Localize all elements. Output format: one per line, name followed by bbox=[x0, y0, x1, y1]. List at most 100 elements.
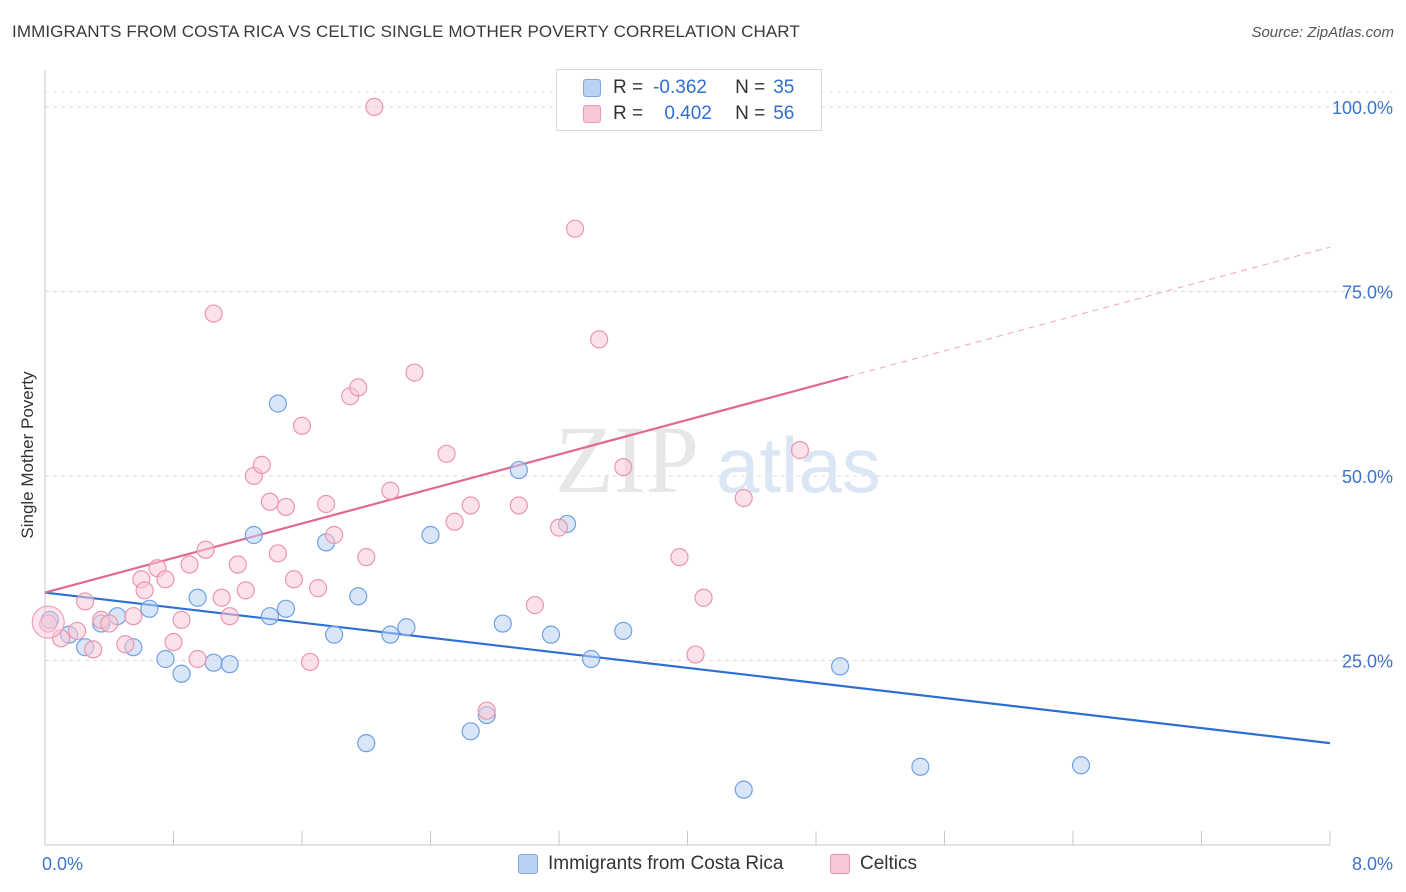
costa-rica-point bbox=[220, 655, 239, 674]
r-label: R = bbox=[613, 77, 644, 98]
axes bbox=[44, 70, 1331, 846]
celtics-point bbox=[349, 378, 368, 397]
celtics-point bbox=[39, 614, 58, 633]
legend-swatch-pink bbox=[583, 105, 601, 123]
correlation-legend: R = -0.362 N = 35 R = 0.402 N = 56 bbox=[556, 69, 822, 131]
gridlines bbox=[45, 91, 1395, 661]
celtics-point bbox=[694, 588, 713, 607]
celtics-point bbox=[590, 330, 609, 349]
celtics-point bbox=[477, 701, 496, 720]
celtics-point bbox=[357, 548, 376, 567]
celtics-point bbox=[292, 416, 312, 435]
n-label: N = bbox=[735, 77, 766, 98]
celtics-point bbox=[461, 496, 480, 515]
x-tick-label: 0.0% bbox=[42, 854, 83, 874]
celtics-point bbox=[68, 621, 87, 641]
costa-rica-point bbox=[140, 599, 159, 618]
celtics-point bbox=[196, 540, 215, 559]
costa-rica-point bbox=[421, 525, 440, 545]
y-tick-label: 25.0% bbox=[1342, 651, 1393, 671]
costa-rica-point bbox=[357, 734, 376, 753]
series-legend-celtics[interactable]: Celtics bbox=[830, 852, 917, 876]
costa-rica-point bbox=[172, 664, 191, 683]
celtics-point bbox=[509, 496, 528, 515]
chart-title: IMMIGRANTS FROM COSTA RICA VS CELTIC SIN… bbox=[12, 22, 800, 41]
costa-rica-point bbox=[276, 599, 296, 618]
n-label: N = bbox=[735, 103, 766, 124]
x-tick-label: 8.0% bbox=[1352, 854, 1393, 874]
costa-rica-trend bbox=[44, 591, 1331, 745]
celtics-point bbox=[188, 649, 207, 669]
y-tick-label: 100.0% bbox=[1332, 98, 1393, 118]
y-tick-label: 50.0% bbox=[1342, 467, 1393, 487]
costa-rica-point bbox=[325, 625, 344, 644]
celtics-point bbox=[308, 579, 328, 598]
costa-rica-point bbox=[911, 757, 930, 776]
r-value: -0.362 bbox=[653, 77, 707, 98]
celtics-point bbox=[381, 481, 400, 500]
celtics-point bbox=[172, 610, 191, 629]
celtics-point bbox=[686, 645, 705, 664]
series-legend-costa-rica[interactable]: Immigrants from Costa Rica bbox=[518, 852, 783, 876]
celtics-point bbox=[124, 607, 143, 626]
celtics-point bbox=[405, 363, 424, 382]
celtics-point bbox=[284, 570, 304, 589]
costa-rica-point bbox=[397, 618, 416, 637]
celtics-point bbox=[116, 635, 135, 654]
legend-row-costa-rica: R = -0.362 N = 35 bbox=[583, 76, 794, 100]
y-tick-label: 75.0% bbox=[1342, 282, 1393, 302]
trend-lines bbox=[44, 246, 1331, 745]
costa-rica-point bbox=[349, 587, 368, 606]
celtics-point bbox=[51, 629, 71, 648]
celtics-trend bbox=[44, 375, 849, 594]
celtics-point bbox=[300, 652, 320, 672]
celtics-point bbox=[220, 607, 239, 626]
celtics-point bbox=[100, 614, 119, 633]
celtics-point bbox=[228, 555, 247, 574]
series-swatch-pink bbox=[830, 854, 850, 874]
celtics-point bbox=[156, 570, 175, 589]
costa-rica-point bbox=[268, 394, 288, 413]
costa-rica-point bbox=[1071, 756, 1091, 775]
costa-rica-point bbox=[493, 614, 512, 633]
celtics-point bbox=[164, 632, 183, 652]
celtics-point bbox=[437, 444, 456, 463]
costa-rica-point bbox=[260, 607, 279, 626]
celtics-point bbox=[549, 518, 569, 537]
tick-labels: 25.0% 50.0% 75.0% 100.0% 0.0% 8.0% bbox=[42, 98, 1393, 874]
celtics-point bbox=[614, 457, 633, 477]
celtics-point bbox=[135, 581, 154, 600]
costa-rica-point bbox=[509, 460, 528, 480]
costa-rica-point bbox=[541, 625, 561, 644]
celtics-point bbox=[365, 97, 384, 117]
celtics-point bbox=[180, 555, 199, 574]
celtics-trend-extension bbox=[847, 246, 1331, 378]
celtics-point bbox=[276, 497, 296, 517]
series-legend-label: Celtics bbox=[860, 853, 918, 874]
celtics-point bbox=[525, 596, 545, 615]
celtics-point-large bbox=[31, 605, 65, 639]
data-points bbox=[31, 97, 1091, 799]
celtics-point bbox=[76, 592, 95, 611]
costa-rica-point bbox=[381, 625, 400, 644]
legend-swatch-blue bbox=[583, 79, 601, 97]
source-credit: Source: ZipAtlas.com bbox=[1251, 24, 1394, 41]
celtics-point bbox=[670, 548, 689, 567]
costa-rica-point bbox=[244, 525, 263, 545]
costa-rica-point bbox=[188, 588, 207, 607]
costa-rica-point bbox=[461, 722, 480, 741]
watermark: ZIPatlas bbox=[555, 406, 881, 513]
celtics-point bbox=[316, 494, 336, 514]
series-swatch-blue bbox=[518, 854, 538, 874]
costa-rica-point bbox=[204, 653, 223, 672]
r-label: R = bbox=[613, 103, 644, 124]
costa-rica-point bbox=[614, 621, 633, 641]
celtics-point bbox=[236, 581, 255, 600]
series-legend-label: Immigrants from Costa Rica bbox=[548, 853, 784, 874]
celtics-point bbox=[260, 492, 279, 511]
costa-rica-point bbox=[830, 657, 850, 676]
celtics-point bbox=[268, 544, 288, 563]
costa-rica-point bbox=[734, 780, 753, 799]
celtics-point bbox=[84, 640, 103, 659]
